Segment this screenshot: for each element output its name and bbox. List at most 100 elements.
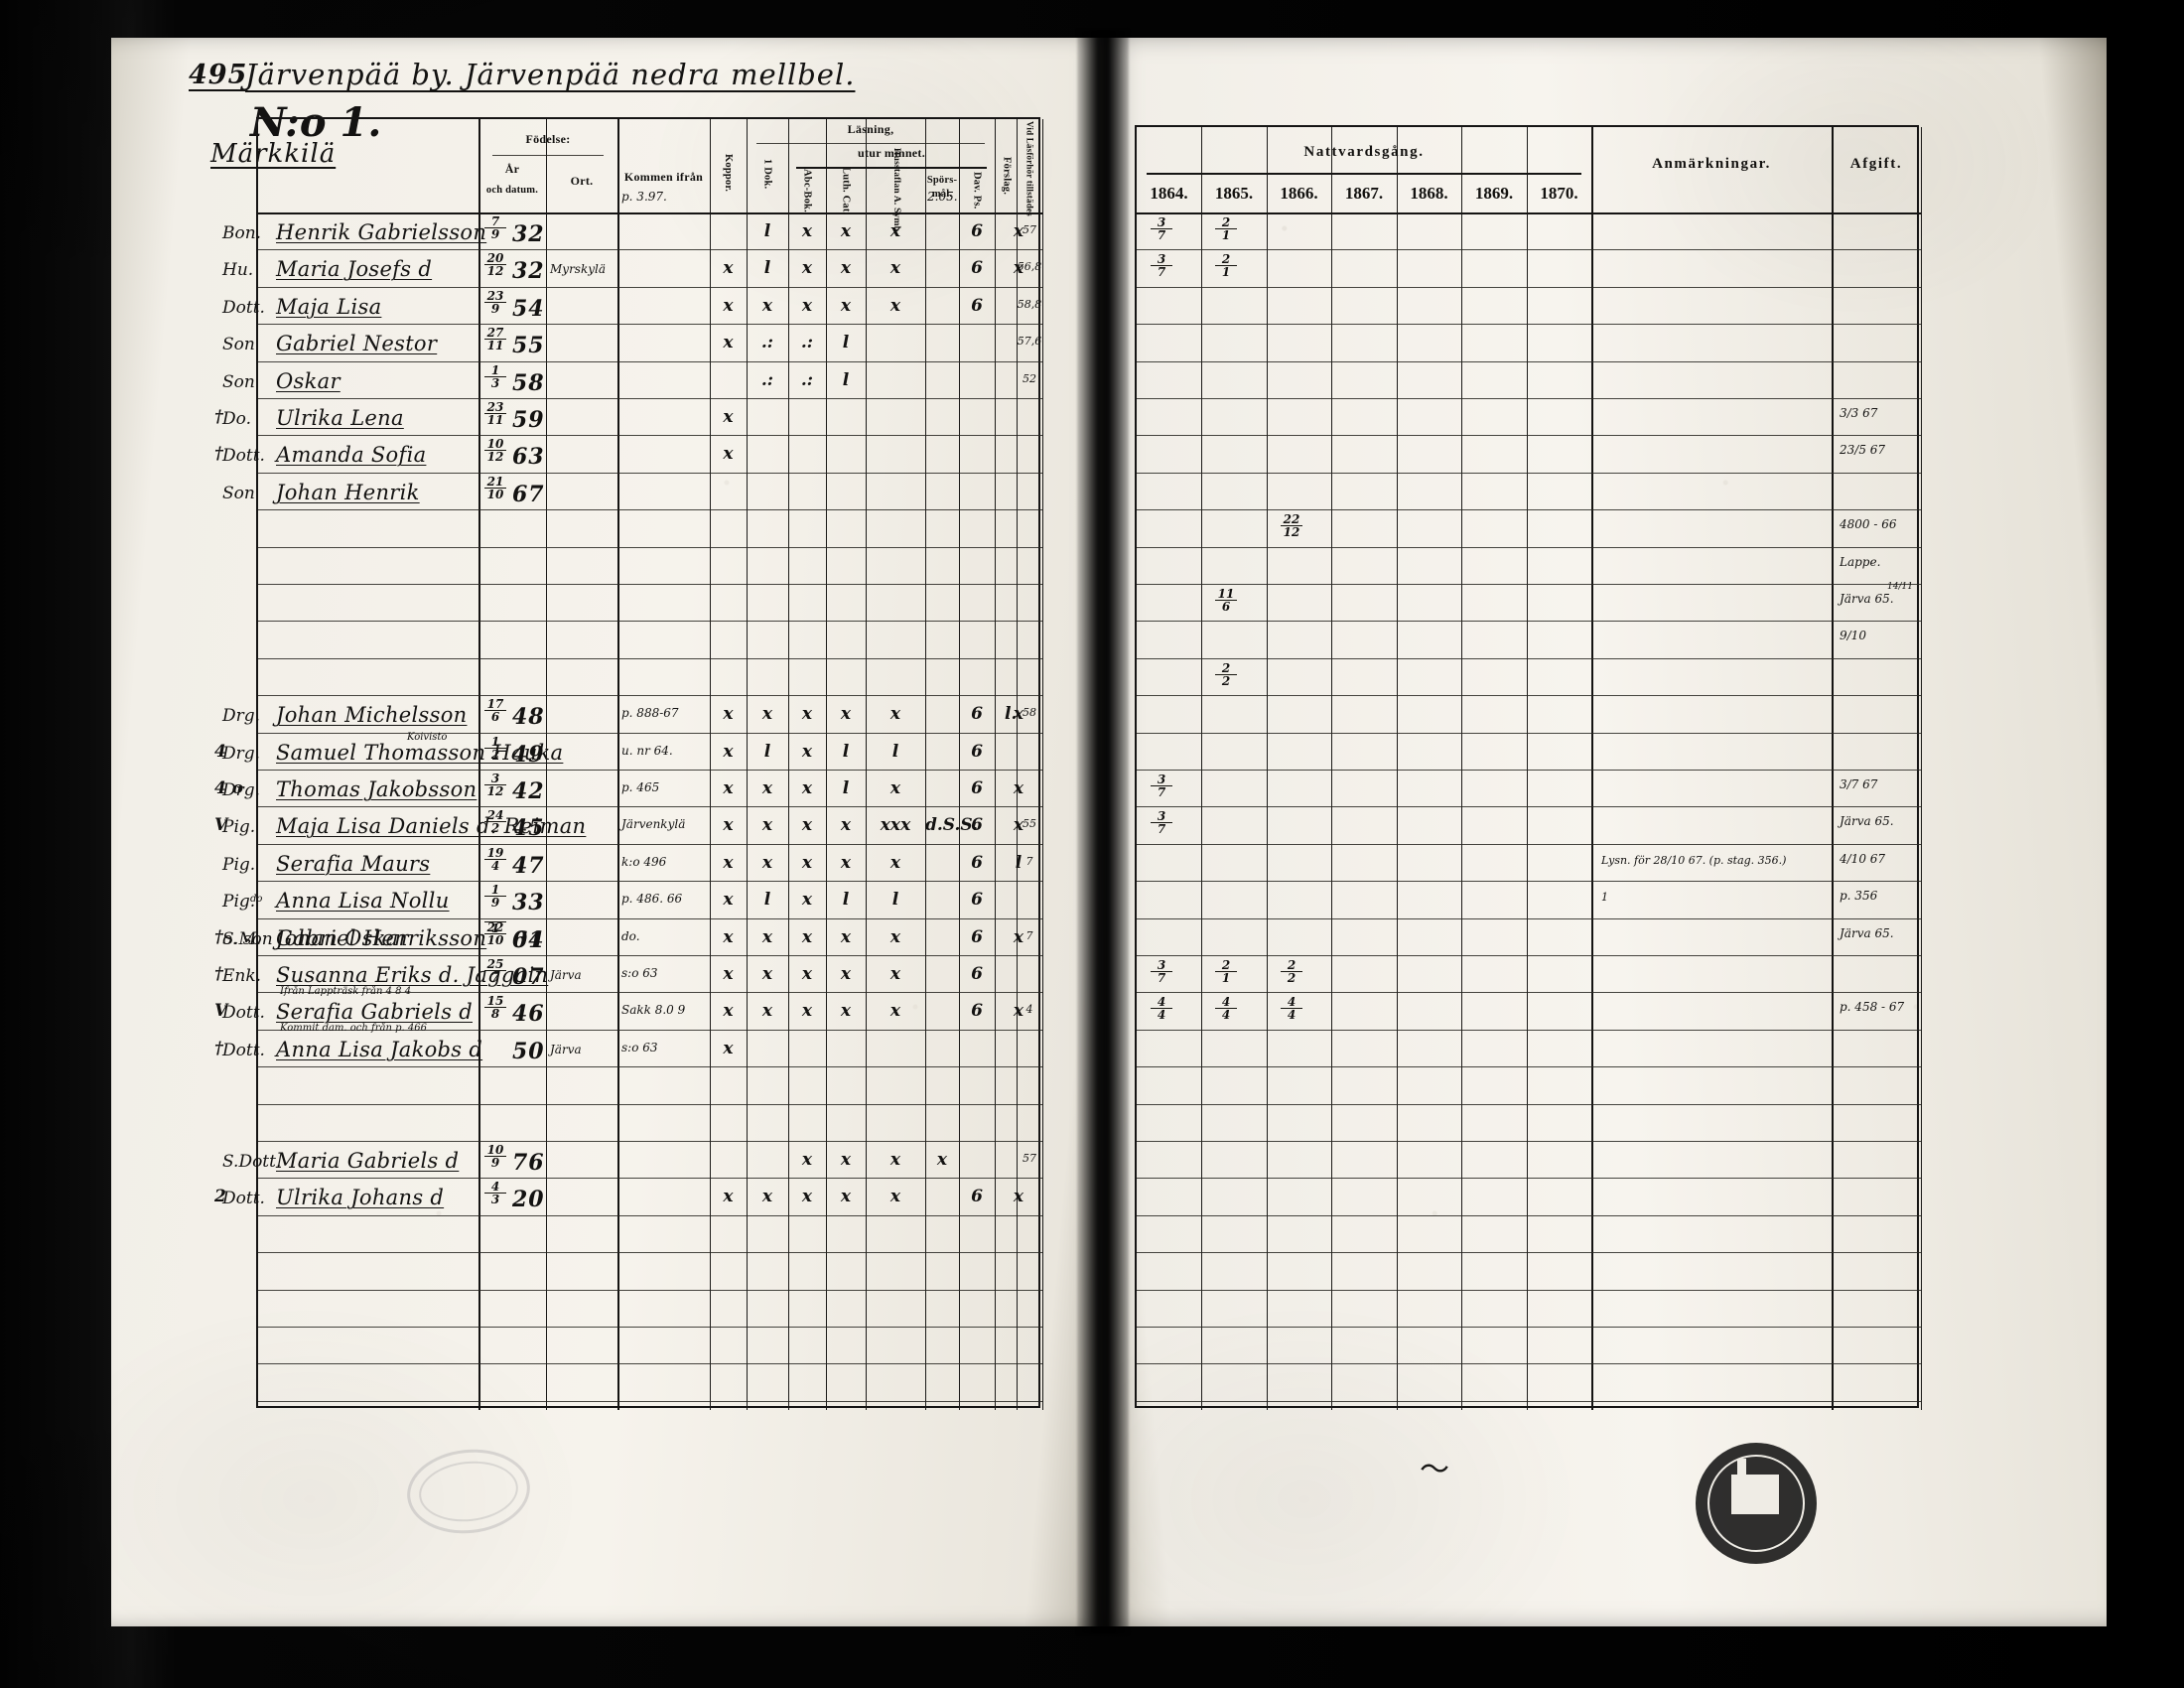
row-birth-year: 67 — [512, 481, 545, 507]
table-row-divider — [1137, 1400, 1921, 1402]
row-person-name: Maria Josefs d — [276, 257, 433, 282]
table-column-divider — [1201, 127, 1202, 1410]
row-cell-luth: l — [842, 890, 850, 911]
row-cell-luth: x — [840, 258, 852, 279]
table-row-divider — [258, 770, 1042, 771]
row-cell-koppor: x — [723, 926, 734, 947]
table-row-divider — [258, 1178, 1042, 1180]
header-nattvardsgang: Nattvardsgång. — [1303, 144, 1425, 160]
table-row-divider — [258, 584, 1042, 585]
departure-entry: 3/3 67 — [1840, 406, 1878, 420]
row-cross-mark: † — [214, 444, 223, 465]
row-birth-daymonth: 25 7 — [484, 958, 506, 983]
table-row-divider — [1137, 917, 1921, 919]
row-cell-dok: x — [761, 778, 773, 798]
row-cell-huss: x — [889, 852, 901, 873]
row-cell-davps: 6 — [971, 1001, 983, 1022]
header-vid-lasforhor: Vid Läsförhör tillstädes — [1024, 121, 1035, 216]
row-role-label: Pig. — [222, 817, 256, 838]
row-kommen-ifran: s:o 63 — [621, 1040, 658, 1055]
header-ar: År — [504, 162, 520, 176]
header-sporsmal-1: Spörs- — [926, 175, 958, 186]
row-kommen-ifran: Sakk 8.0 9 — [621, 1003, 686, 1018]
row-cell-koppor: x — [723, 741, 734, 762]
table-row-divider — [258, 286, 1042, 288]
row-vid-lasforhor: 58 — [1023, 706, 1036, 720]
row-cell-koppor: x — [723, 852, 734, 873]
departure-entry: 4800 - 66 — [1840, 517, 1897, 532]
row-vid-lasforhor: 57,6 — [1017, 335, 1042, 349]
row-cell-koppor: x — [723, 407, 734, 427]
row-birth-year: 55 — [512, 333, 545, 359]
header-koppor: Koppor. — [723, 153, 735, 193]
row-birth-year: 32 — [512, 221, 545, 247]
table-row-divider — [756, 143, 985, 144]
row-cell-koppor: x — [723, 1187, 734, 1207]
row-cell-forslag: x — [1013, 1001, 1024, 1022]
table-row-divider — [1137, 324, 1921, 326]
row-birth-daymonth: 19 4 — [484, 847, 506, 872]
header-year-1869: 1869. — [1474, 184, 1514, 203]
row-cell-huss: x — [889, 964, 901, 984]
row-cell-dok: x — [761, 1187, 773, 1207]
table-row-divider — [258, 472, 1042, 474]
row-birth-year: 07 — [512, 964, 545, 990]
row-cell-huss: x — [889, 704, 901, 725]
row-birth-daymonth: 24 2 — [484, 809, 506, 834]
row-role-label: Dott. — [222, 446, 265, 467]
table-row-divider — [1137, 212, 1921, 214]
row-cell-dok: x — [761, 295, 773, 316]
table-row-divider — [258, 992, 1042, 994]
row-cell-luth: x — [840, 926, 852, 947]
header-ort: Ort. — [570, 174, 594, 188]
row-birth-daymonth: 3 12 — [484, 773, 506, 797]
table-row-divider — [258, 881, 1042, 883]
row-role-label: Dott. — [222, 1040, 265, 1060]
table-column-divider — [478, 119, 480, 1410]
row-cell-davps: 6 — [971, 1187, 983, 1207]
row-person-name: Gabriel Nestor — [276, 332, 438, 356]
table-column-divider — [747, 119, 748, 1410]
table-row-divider — [1137, 1214, 1921, 1216]
table-row-divider — [258, 435, 1042, 437]
table-row-divider — [1137, 770, 1921, 771]
header-year-1868: 1868. — [1410, 184, 1448, 203]
row-cell-huss: x — [889, 778, 901, 798]
row-cell-abc: x — [801, 778, 813, 798]
row-cell-dok: .: — [760, 369, 774, 390]
table-row-divider — [1137, 695, 1921, 697]
table-column-divider — [710, 119, 711, 1410]
row-cell-forslag: x — [1013, 221, 1024, 241]
row-cell-luth: x — [840, 1187, 852, 1207]
row-person-name: Maja Lisa Daniels d. Reiman — [276, 814, 587, 839]
row-cross-mark: V — [214, 815, 228, 836]
row-cell-dok: l — [763, 258, 771, 279]
row-cell-huss: x — [889, 1001, 901, 1022]
row-cross-mark: † — [214, 407, 223, 427]
row-person-name: Amanda Sofia — [276, 443, 427, 468]
departure-entry: p. 356 — [1840, 889, 1878, 904]
table-row-divider — [1137, 657, 1921, 659]
row-birth-year: 42 — [512, 778, 545, 804]
row-subnote: Kommit dam. och från p. 466 — [280, 1023, 427, 1035]
table-row-divider — [1137, 881, 1921, 883]
row-cell-dok: x — [761, 704, 773, 725]
table-row-divider — [1137, 435, 1921, 437]
departure-entry: Järva 65. — [1840, 592, 1894, 606]
table-row-divider — [1137, 1289, 1921, 1291]
row-person-name: Thomas Jakobsson — [276, 777, 478, 801]
row-person-name: Johan Michelsson — [276, 703, 468, 728]
table-row-divider — [1137, 472, 1921, 474]
header-year-1870: 1870. — [1540, 184, 1578, 203]
row-kommen-ifran: Järvenkylä — [621, 817, 686, 832]
row-birth-place: Myrskylä — [550, 262, 607, 277]
row-cell-koppor: x — [723, 1001, 734, 1022]
departure-entry: Lappe. — [1840, 554, 1881, 569]
